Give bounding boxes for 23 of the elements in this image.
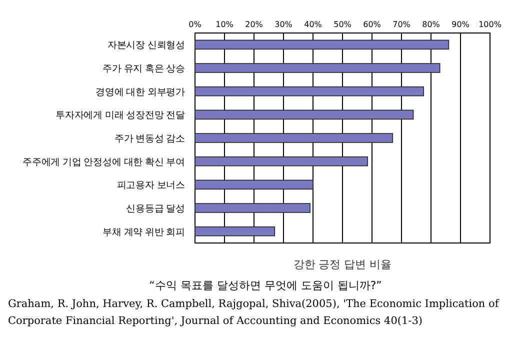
y-tick-label: 경영에 대한 외부평가 bbox=[96, 86, 186, 98]
y-tick-label: 자본시장 신뢰형성 bbox=[107, 40, 185, 52]
x-tick-label: 50% bbox=[334, 20, 352, 29]
text: “수익 목표를 달성하면 무엇에 도움이 됩니까?” bbox=[148, 278, 383, 294]
x-tick-label: 20% bbox=[245, 20, 264, 29]
y-tick-label: 신용등급 달성 bbox=[126, 204, 185, 214]
y-tick-label: 투자자에게 미래 성장전망 전달 bbox=[56, 110, 186, 122]
x-tick-label: 60% bbox=[363, 20, 382, 29]
y-tick-label: 피고용자 보너스 bbox=[116, 180, 186, 192]
x-tick-label: 10% bbox=[216, 20, 234, 29]
y-tick-label: 주가 변동성 감소 bbox=[114, 134, 186, 144]
x-tick-label: 0% bbox=[188, 20, 202, 29]
y-tick-label: 부채 계약 위반 회피 bbox=[102, 226, 185, 238]
x-tick-label: 30% bbox=[274, 20, 293, 29]
y-tick-label: 주주에게 기업 안정성에 대한 확신 부여 bbox=[22, 156, 185, 168]
x-tick-label: 80% bbox=[422, 20, 440, 29]
x-tick-label: 70% bbox=[392, 20, 411, 29]
x-tick-label: 100% bbox=[478, 20, 502, 29]
x-axis-title: 강한 긍정 답변 비율 bbox=[293, 258, 392, 271]
y-tick-label: 주가 유지 혹은 상승 bbox=[102, 64, 186, 74]
x-tick-label: 90% bbox=[452, 20, 470, 29]
x-tick-label: 40% bbox=[304, 20, 322, 29]
text: Graham, R. John, Harvey, R. Campbell, Rajgopal, Shiva(2005), 'The Economic Implication of Corporate Financial Reporting', Journal of Accounting and Economics 40(1-3) bbox=[8, 297, 500, 329]
